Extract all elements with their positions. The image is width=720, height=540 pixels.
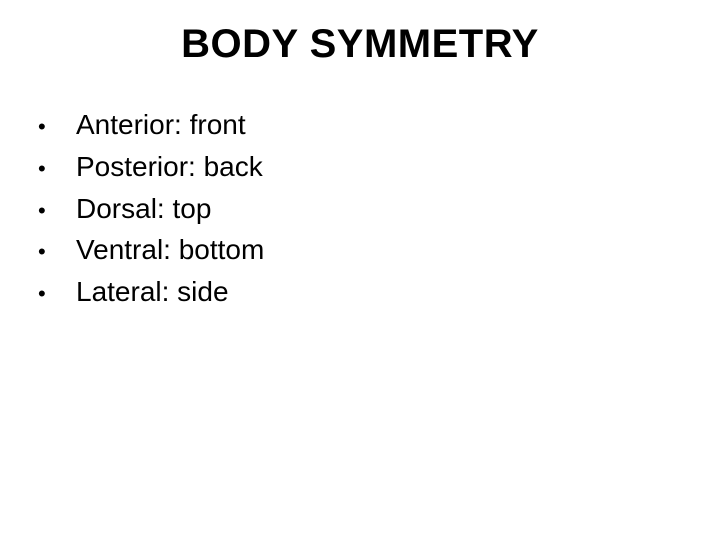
list-item: • Anterior: front: [38, 105, 720, 145]
list-item: • Posterior: back: [38, 147, 720, 187]
bullet-text: Ventral: bottom: [76, 230, 264, 270]
bullet-icon: •: [38, 195, 76, 226]
list-item: • Ventral: bottom: [38, 230, 720, 270]
list-item: • Dorsal: top: [38, 189, 720, 229]
bullet-text: Posterior: back: [76, 147, 263, 187]
bullet-icon: •: [38, 236, 76, 267]
bullet-icon: •: [38, 111, 76, 142]
bullet-text: Anterior: front: [76, 105, 246, 145]
bullet-icon: •: [38, 153, 76, 184]
bullet-icon: •: [38, 278, 76, 309]
slide-title: BODY SYMMETRY: [0, 22, 720, 67]
bullet-text: Dorsal: top: [76, 189, 211, 229]
slide-container: BODY SYMMETRY • Anterior: front • Poster…: [0, 0, 720, 540]
bullet-list: • Anterior: front • Posterior: back • Do…: [0, 105, 720, 312]
bullet-text: Lateral: side: [76, 272, 229, 312]
list-item: • Lateral: side: [38, 272, 720, 312]
